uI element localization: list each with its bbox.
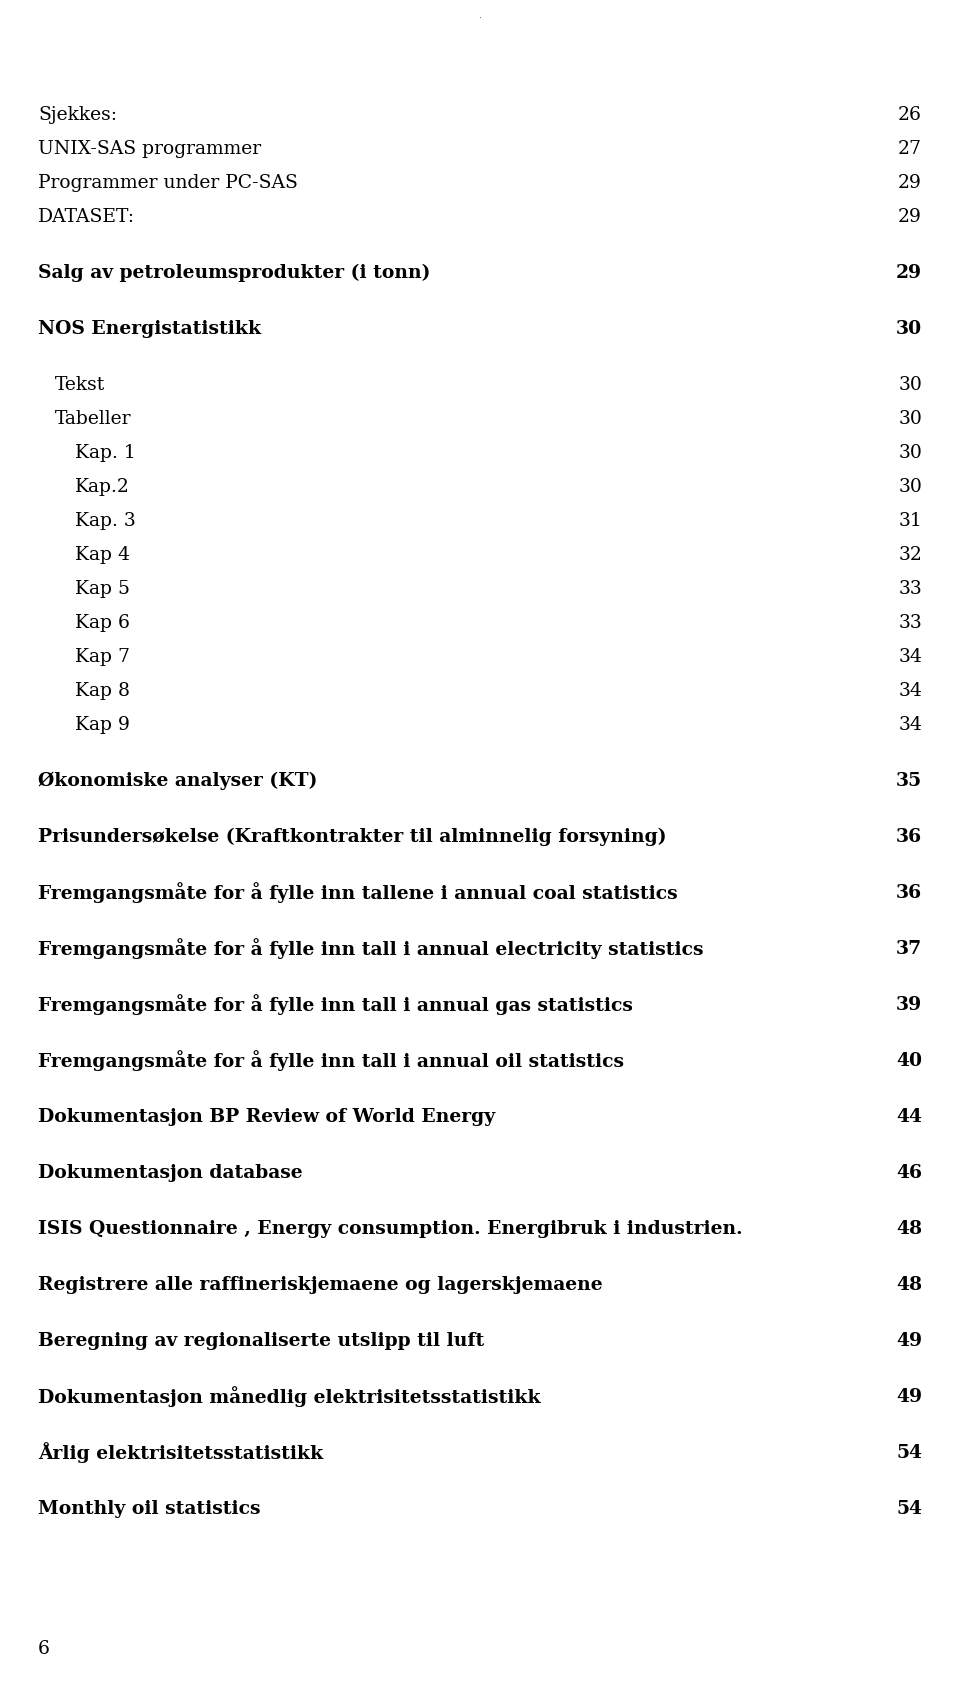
Text: 37: 37 <box>896 940 922 959</box>
Text: 36: 36 <box>896 884 922 901</box>
Text: Tekst: Tekst <box>55 375 106 394</box>
Text: Fremgangsmåte for å fylle inn tall i annual electricity statistics: Fremgangsmåte for å fylle inn tall i ann… <box>38 939 704 959</box>
Text: 33: 33 <box>899 580 922 599</box>
Text: Kap 9: Kap 9 <box>75 715 130 734</box>
Text: Kap 6: Kap 6 <box>75 614 130 632</box>
Text: 30: 30 <box>899 445 922 462</box>
Text: 34: 34 <box>899 648 922 666</box>
Text: Kap. 1: Kap. 1 <box>75 445 135 462</box>
Text: 48: 48 <box>896 1277 922 1294</box>
Text: 31: 31 <box>899 512 922 529</box>
Text: Salg av petroleumsprodukter (i tonn): Salg av petroleumsprodukter (i tonn) <box>38 264 430 282</box>
Text: Prisundersøkelse (Kraftkontrakter til alminnelig forsyning): Prisundersøkelse (Kraftkontrakter til al… <box>38 829 666 846</box>
Text: Monthly oil statistics: Monthly oil statistics <box>38 1500 260 1519</box>
Text: NOS Energistatistikk: NOS Energistatistikk <box>38 320 261 338</box>
Text: 34: 34 <box>899 715 922 734</box>
Text: Kap 8: Kap 8 <box>75 681 130 700</box>
Text: 33: 33 <box>899 614 922 632</box>
Text: Kap 4: Kap 4 <box>75 546 130 565</box>
Text: 29: 29 <box>896 264 922 282</box>
Text: Fremgangsmåte for å fylle inn tallene i annual coal statistics: Fremgangsmåte for å fylle inn tallene i … <box>38 883 678 903</box>
Text: 29: 29 <box>899 174 922 193</box>
Text: 40: 40 <box>896 1052 922 1070</box>
Text: 30: 30 <box>899 375 922 394</box>
Text: Fremgangsmåte for å fylle inn tall i annual gas statistics: Fremgangsmåte for å fylle inn tall i ann… <box>38 994 633 1016</box>
Text: 39: 39 <box>896 996 922 1015</box>
Text: 49: 49 <box>896 1333 922 1349</box>
Text: 30: 30 <box>899 409 922 428</box>
Text: Kap. 3: Kap. 3 <box>75 512 135 529</box>
Text: 54: 54 <box>896 1444 922 1463</box>
Text: 46: 46 <box>896 1163 922 1182</box>
Text: 27: 27 <box>898 140 922 157</box>
Text: 36: 36 <box>896 829 922 846</box>
Text: ISIS Questionnaire , Energy consumption. Energibruk i industrien.: ISIS Questionnaire , Energy consumption.… <box>38 1219 743 1238</box>
Text: Registrere alle raffineriskjemaene og lagerskjemaene: Registrere alle raffineriskjemaene og la… <box>38 1277 603 1294</box>
Text: 49: 49 <box>896 1388 922 1405</box>
Text: Fremgangsmåte for å fylle inn tall i annual oil statistics: Fremgangsmåte for å fylle inn tall i ann… <box>38 1050 624 1072</box>
Text: 48: 48 <box>896 1219 922 1238</box>
Text: 30: 30 <box>896 320 922 338</box>
Text: 6: 6 <box>38 1640 50 1657</box>
Text: UNIX-SAS programmer: UNIX-SAS programmer <box>38 140 261 157</box>
Text: 26: 26 <box>899 107 922 123</box>
Text: 32: 32 <box>899 546 922 565</box>
Text: ˙: ˙ <box>477 19 483 27</box>
Text: 30: 30 <box>899 479 922 495</box>
Text: Kap 7: Kap 7 <box>75 648 130 666</box>
Text: 54: 54 <box>896 1500 922 1519</box>
Text: 44: 44 <box>896 1108 922 1126</box>
Text: 34: 34 <box>899 681 922 700</box>
Text: 35: 35 <box>896 773 922 790</box>
Text: Dokumentasjon månedlig elektrisitetsstatistikk: Dokumentasjon månedlig elektrisitetsstat… <box>38 1387 540 1407</box>
Text: Beregning av regionaliserte utslipp til luft: Beregning av regionaliserte utslipp til … <box>38 1333 484 1349</box>
Text: DATASET:: DATASET: <box>38 208 135 227</box>
Text: Kap 5: Kap 5 <box>75 580 130 599</box>
Text: 29: 29 <box>899 208 922 227</box>
Text: Økonomiske analyser (KT): Økonomiske analyser (KT) <box>38 771 318 790</box>
Text: Tabeller: Tabeller <box>55 409 132 428</box>
Text: Dokumentasjon database: Dokumentasjon database <box>38 1163 302 1182</box>
Text: Årlig elektrisitetsstatistikk: Årlig elektrisitetsstatistikk <box>38 1442 324 1463</box>
Text: Sjekkes:: Sjekkes: <box>38 107 117 123</box>
Text: Programmer under PC-SAS: Programmer under PC-SAS <box>38 174 298 193</box>
Text: Dokumentasjon BP Review of World Energy: Dokumentasjon BP Review of World Energy <box>38 1108 495 1126</box>
Text: Kap.2: Kap.2 <box>75 479 130 495</box>
